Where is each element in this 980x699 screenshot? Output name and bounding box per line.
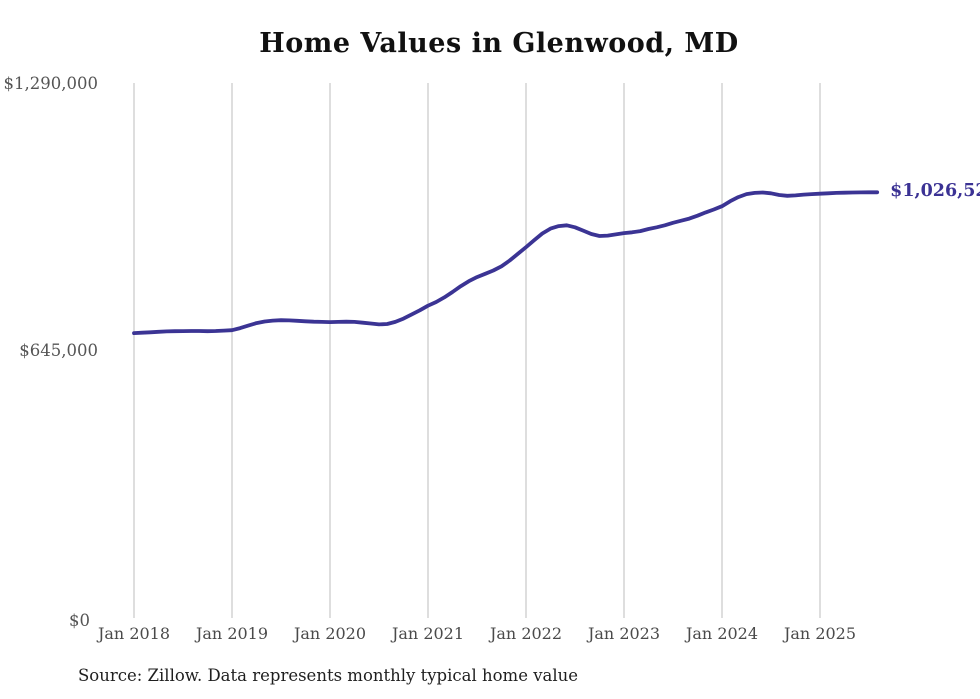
y-tick-label-mid: $645,000 (19, 341, 98, 360)
x-tick-label: Jan 2018 (97, 624, 171, 643)
chart-title: Home Values in Glenwood, MD (259, 28, 739, 59)
x-tick-label: Jan 2019 (195, 624, 269, 643)
x-axis: Jan 2018 Jan 2019 Jan 2020 Jan 2021 Jan 2022… (0, 624, 980, 646)
x-tick-label: Jan 2023 (587, 624, 661, 643)
y-tick-label-zero: $0 (69, 611, 90, 630)
x-tick-label: Jan 2021 (391, 624, 465, 643)
x-tick-label: Jan 2025 (783, 624, 857, 643)
source-note: Source: Zillow. Data represents monthly … (78, 666, 579, 685)
x-tick-label: Jan 2020 (293, 624, 367, 643)
latest-value-label: $1,026,527 (890, 181, 980, 202)
x-tick-label: Jan 2022 (489, 624, 563, 643)
home-value-line (132, 190, 880, 336)
y-tick-label-max: $1,290,000 (3, 74, 98, 93)
x-tick-label: Jan 2024 (685, 624, 759, 643)
